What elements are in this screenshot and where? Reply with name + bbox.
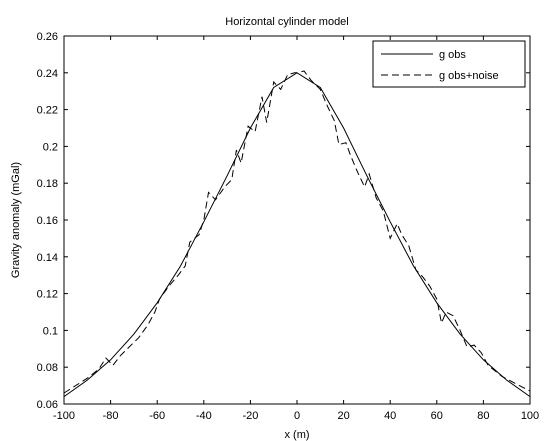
x-tick-label: -100 <box>53 410 75 422</box>
y-tick-label: 0.14 <box>37 252 58 264</box>
x-tick-label: 60 <box>431 410 443 422</box>
y-tick-label: 0.2 <box>43 141 58 153</box>
x-tick-label: -60 <box>149 410 165 422</box>
y-tick-label: 0.12 <box>37 289 58 301</box>
chart-title: Horizontal cylinder model <box>225 16 349 28</box>
y-tick-label: 0.06 <box>37 399 58 411</box>
y-tick-label: 0.08 <box>37 362 58 374</box>
x-tick-label: 100 <box>521 410 539 422</box>
legend-box <box>372 40 526 88</box>
x-tick-label: 40 <box>384 410 396 422</box>
y-tick-label: 0.1 <box>43 325 58 337</box>
y-tick-label: 0.16 <box>37 215 58 227</box>
y-tick-label: 0.24 <box>37 68 58 80</box>
x-tick-label: -20 <box>242 410 258 422</box>
legend-label-g-obs-noise: g obs+noise <box>439 70 499 82</box>
y-axis-label: Gravity anomaly (mGal) <box>10 162 22 278</box>
series-line-g-obs-noise <box>63 70 531 394</box>
x-tick-label: 0 <box>294 410 300 422</box>
x-tick-label: -80 <box>103 410 119 422</box>
y-tick-label: 0.22 <box>37 105 58 117</box>
x-tick-label: 80 <box>477 410 489 422</box>
legend-label-g-obs: g obs <box>439 49 466 61</box>
x-tick-label: 20 <box>337 410 349 422</box>
series-layer <box>63 70 531 398</box>
plot-area-frame <box>63 35 531 405</box>
y-tick-label: 0.18 <box>37 178 58 190</box>
y-tick-label: 0.26 <box>37 31 58 43</box>
x-axis-label: x (m) <box>284 429 309 441</box>
axis-ticks: -100 -80 -60 -40 -20 0 20 40 60 80 100 0.06 0.08 0.1 0… <box>37 31 540 422</box>
legend: g obs g obs+noise <box>372 40 526 88</box>
x-tick-label: -40 <box>196 410 212 422</box>
